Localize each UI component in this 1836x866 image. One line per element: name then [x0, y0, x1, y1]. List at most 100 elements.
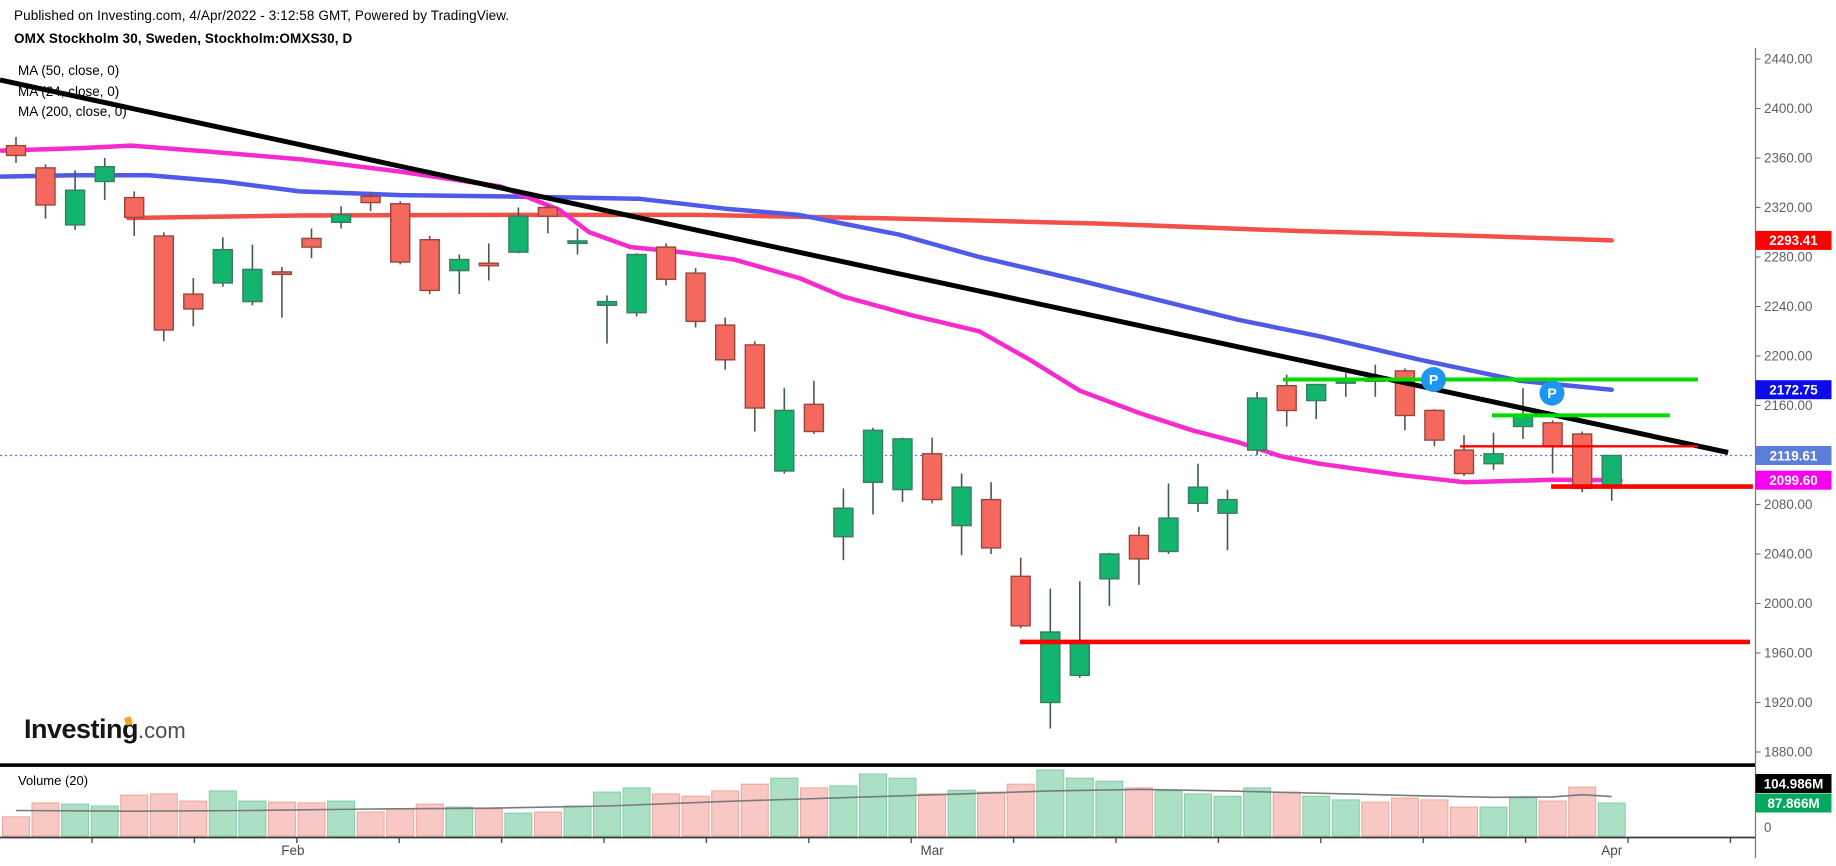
candle: [330, 214, 352, 223]
svg-text:2040.00: 2040.00: [1764, 547, 1812, 562]
volume-bar: [238, 800, 267, 837]
candle: [744, 344, 765, 409]
candle: [951, 486, 972, 527]
ma-24-line: [0, 143, 1623, 485]
volume-zero-label: 0: [1764, 820, 1771, 835]
svg-text:2172.75: 2172.75: [1769, 383, 1818, 398]
volume-bar: [1479, 806, 1508, 837]
candle: [1010, 575, 1031, 627]
volume-bar: [120, 794, 149, 837]
volume-bar: [1361, 801, 1390, 837]
svg-text:P: P: [1547, 385, 1556, 401]
svg-text:1880.00: 1880.00: [1764, 745, 1812, 760]
candle: [1217, 498, 1238, 514]
candle: [833, 507, 854, 538]
volume-bar: [267, 801, 296, 837]
logo-suffix: .com: [138, 718, 186, 743]
candle: [5, 144, 27, 157]
volume-bar: [386, 808, 415, 837]
svg-text:104.986M: 104.986M: [1764, 776, 1824, 791]
svg-text:2000.00: 2000.00: [1764, 596, 1812, 611]
volume-bar: [1036, 769, 1065, 837]
candle: [1128, 534, 1150, 560]
volume-bar: [652, 793, 681, 837]
volume-bar: [1538, 800, 1567, 837]
candle: [242, 268, 263, 303]
ma-label-50: MA (50, close, 0): [18, 63, 120, 78]
price-label-2099.60: 2099.60: [1755, 470, 1832, 490]
candle: [685, 272, 706, 323]
ma-label-200: MA (200, close, 0): [18, 104, 127, 119]
svg-text:2200.00: 2200.00: [1764, 349, 1812, 364]
candle: [1276, 385, 1297, 412]
price-label-2293.41: 2293.41: [1755, 230, 1832, 250]
published-line: Published on Investing.com, 4/Apr/2022 -…: [14, 8, 510, 23]
volume-bar: [1184, 793, 1212, 837]
candle: [596, 300, 618, 307]
svg-text:Mar: Mar: [920, 843, 944, 858]
svg-text:Apr: Apr: [1601, 843, 1623, 858]
volume-bar: [622, 787, 651, 837]
candle: [1158, 517, 1179, 553]
candle: [774, 409, 795, 472]
svg-text:2080.00: 2080.00: [1764, 497, 1812, 512]
volume-bar: [1450, 806, 1478, 837]
volume-bar: [977, 791, 1006, 837]
volume-bar: [31, 802, 60, 837]
candle: [1571, 433, 1593, 490]
volume-bar: [1272, 791, 1301, 837]
volume-bar: [711, 790, 740, 837]
volume-bar: [1420, 799, 1449, 837]
candle: [64, 189, 86, 226]
volume-bar: [1213, 795, 1242, 837]
candle: [1453, 449, 1475, 475]
volume-bar: [1243, 787, 1272, 837]
candle: [980, 498, 1002, 549]
ma-50-line: [0, 173, 1614, 392]
volume-bar: [918, 793, 947, 837]
downtrend-line: [0, 77, 1729, 455]
candle: [715, 324, 736, 361]
volume-bar: [297, 802, 326, 837]
svg-text:87.866M: 87.866M: [1767, 796, 1819, 811]
volume-bar: [179, 800, 208, 837]
candle: [1601, 454, 1622, 488]
svg-text:2119.61: 2119.61: [1770, 448, 1818, 463]
volume-bar: [1154, 790, 1183, 837]
candle: [478, 262, 499, 267]
svg-text:2099.60: 2099.60: [1769, 473, 1817, 488]
candle: [123, 196, 145, 219]
candle: [1542, 422, 1563, 447]
volume-bar: [1597, 802, 1626, 837]
svg-text:P: P: [1429, 372, 1438, 388]
volume-bar: [1390, 797, 1419, 837]
time-axis: Feb Mar Apr: [0, 836, 1755, 858]
candle: [390, 203, 411, 263]
candle: [183, 293, 204, 310]
svg-text:1920.00: 1920.00: [1764, 695, 1812, 710]
volume-ma-line: [15, 788, 1612, 813]
svg-text:2400.00: 2400.00: [1764, 101, 1812, 116]
candle: [508, 215, 529, 253]
volume-bar: [2, 816, 30, 837]
svg-text:1960.00: 1960.00: [1764, 646, 1812, 661]
volume-bar: [1065, 777, 1094, 837]
candle: [1246, 397, 1268, 451]
svg-text:2293.41: 2293.41: [1769, 233, 1818, 248]
volume-bar: [770, 777, 799, 837]
candle: [212, 248, 234, 284]
candle: [1069, 641, 1091, 677]
candle: [153, 235, 175, 331]
candle: [1483, 453, 1504, 465]
volume-bar: [61, 803, 90, 837]
volume-bar: [1331, 799, 1360, 837]
candle: [1187, 486, 1209, 505]
svg-text:2320.00: 2320.00: [1764, 200, 1812, 215]
volume-bar: [533, 811, 562, 837]
volume-bar: [1302, 795, 1331, 837]
volume-bar: [504, 812, 533, 837]
candle: [655, 246, 677, 281]
investing-logo: Investing.com: [24, 714, 186, 745]
